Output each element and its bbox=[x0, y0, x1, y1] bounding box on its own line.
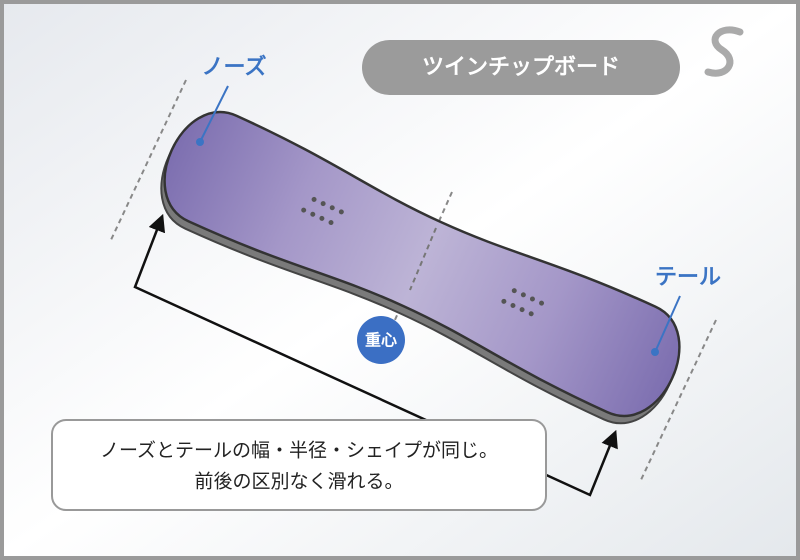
caption-line: ノーズとテールの幅・半径・シェイプが同じ。 bbox=[100, 440, 498, 462]
tail-pointer bbox=[655, 295, 681, 351]
nose-label: ノーズ bbox=[202, 54, 267, 80]
nose-pointer bbox=[200, 85, 229, 141]
tail-dot bbox=[651, 348, 659, 356]
title: ツインチップボード bbox=[422, 55, 620, 80]
tail-line bbox=[639, 319, 717, 483]
logo bbox=[704, 26, 744, 77]
nose-dot bbox=[196, 138, 204, 146]
tail-label: テール bbox=[655, 265, 721, 290]
title-pill bbox=[362, 40, 680, 95]
center-badge bbox=[357, 316, 405, 364]
caption-line: 前後の区別なく滑れる。 bbox=[194, 471, 403, 493]
center-label: 重心 bbox=[365, 331, 397, 350]
nose-line bbox=[109, 79, 187, 243]
length-arrow bbox=[133, 213, 618, 497]
caption-box bbox=[51, 419, 547, 511]
